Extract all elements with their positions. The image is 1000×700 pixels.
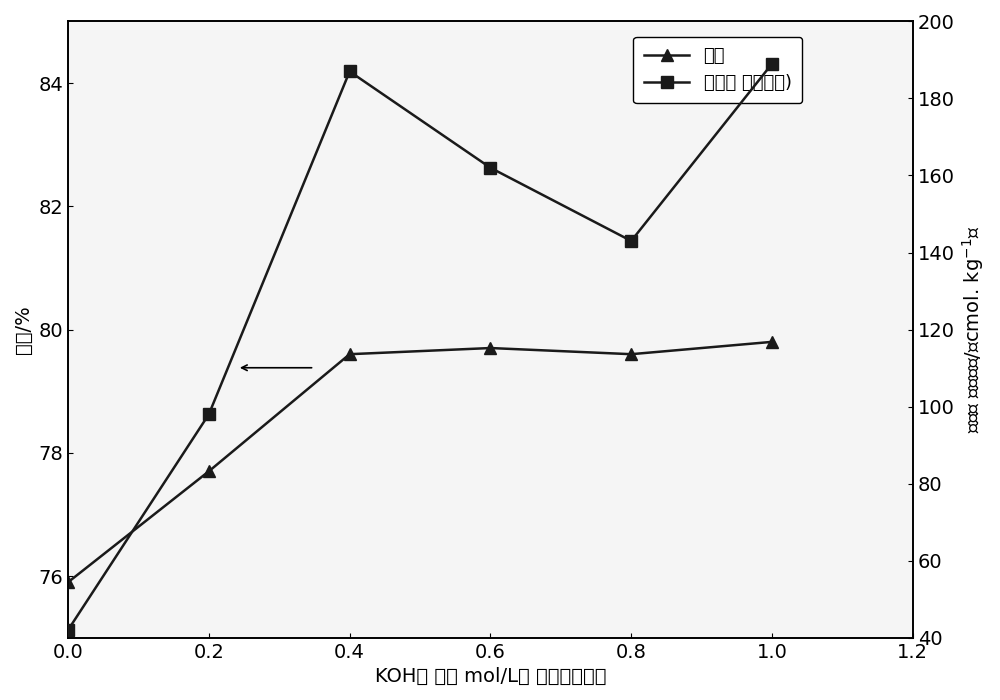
产率 (766, 337, 778, 346)
阳离子 交换容量) (625, 237, 637, 245)
阳离子 交换容量) (344, 67, 356, 76)
Y-axis label: 阳离子 交换容量/（cmol. kg$^{-1}$）: 阳离子 交换容量/（cmol. kg$^{-1}$） (960, 226, 986, 433)
Line: 阳离子 交换容量): 阳离子 交换容量) (62, 57, 778, 636)
X-axis label: KOH浓 度（ mol/L（ 掺杂蒙脱石）: KOH浓 度（ mol/L（ 掺杂蒙脱石） (375, 667, 606, 686)
产率 (625, 350, 637, 358)
阳离子 交换容量) (203, 410, 215, 419)
Y-axis label: 产率/%: 产率/% (14, 305, 33, 354)
产率 (484, 344, 496, 352)
产率 (203, 467, 215, 475)
产率 (344, 350, 356, 358)
Line: 产率: 产率 (62, 335, 778, 589)
Legend: 产率, 阳离子 交换容量): 产率, 阳离子 交换容量) (633, 36, 802, 104)
阳离子 交换容量) (766, 60, 778, 68)
阳离子 交换容量) (62, 626, 74, 634)
阳离子 交换容量) (484, 164, 496, 172)
产率 (62, 578, 74, 587)
